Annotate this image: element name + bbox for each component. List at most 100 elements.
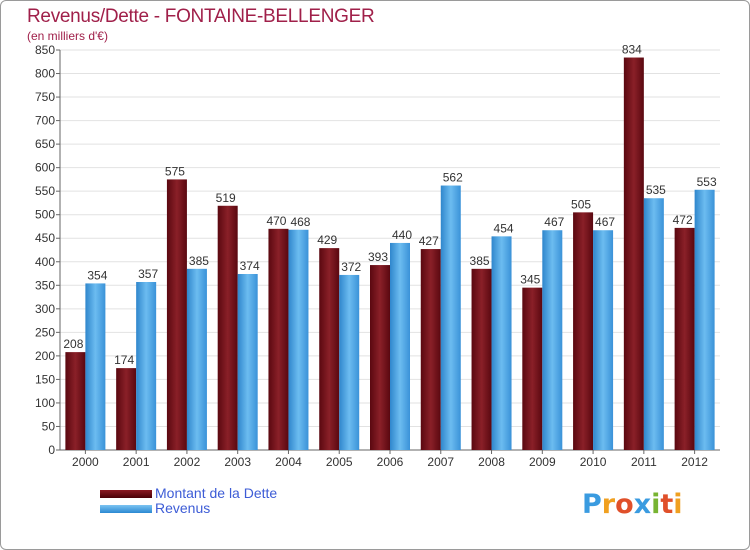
data-label: 468 [290, 215, 310, 229]
legend-item-dette: Montant de la Dette [100, 485, 400, 502]
data-label: 393 [368, 250, 388, 264]
bar-revenus [643, 198, 664, 450]
logo-letter: i [651, 489, 661, 520]
logo-letter: r [601, 489, 616, 520]
x-tick-label: 2000 [72, 455, 99, 469]
x-tick-label: 2011 [631, 455, 657, 469]
y-tick-label: 800 [35, 67, 55, 81]
bar-dette [370, 265, 390, 450]
logo-letter: t [660, 489, 674, 520]
bar-revenus [288, 229, 309, 450]
logo-letter: o [615, 489, 634, 520]
y-tick-label: 350 [35, 278, 55, 292]
chart-subtitle: (en milliers d'€) [27, 29, 108, 43]
y-tick-label: 300 [35, 302, 55, 316]
x-tick-label: 2001 [123, 455, 150, 469]
bar-revenus [390, 242, 410, 450]
y-tick-label: 700 [35, 114, 55, 128]
data-label: 385 [470, 254, 490, 268]
value-label-layer: 208 354 174 357 575 385 519 374 470 468 429 372 393 4… [63, 43, 717, 368]
logo-letter: x [633, 489, 652, 520]
y-tick-label: 50 [42, 419, 56, 433]
bar-dette [522, 287, 543, 450]
x-tick-label: 2005 [326, 455, 353, 469]
x-tick-label: 2003 [224, 455, 251, 469]
y-tick-label: 450 [35, 231, 55, 245]
y-tick-label: 200 [35, 349, 55, 363]
logo-letter: P [582, 489, 602, 520]
data-label: 467 [595, 215, 615, 229]
bar-dette [268, 228, 289, 450]
data-label: 385 [189, 254, 209, 268]
x-tick-label: 2006 [377, 455, 404, 469]
y-tick-label: 150 [35, 372, 55, 386]
x-tick-label: 2010 [580, 455, 607, 469]
y-tick-label: 500 [35, 208, 55, 222]
bar-revenus [491, 236, 512, 450]
bar-dette [217, 205, 238, 450]
legend-item-revenus: Revenus [100, 500, 400, 517]
x-tick-label: 2008 [478, 455, 505, 469]
data-label: 454 [494, 221, 514, 235]
bar-dette [573, 212, 594, 450]
x-tick-label: 2007 [427, 455, 454, 469]
bar-dette [471, 268, 492, 450]
data-label: 562 [443, 171, 463, 185]
data-label: 472 [673, 213, 693, 227]
data-label: 374 [240, 259, 260, 273]
y-tick-label: 0 [48, 443, 55, 457]
data-label: 553 [697, 175, 717, 189]
y-tick-label: 250 [35, 325, 55, 339]
y-tick-label: 850 [35, 43, 55, 57]
bar-dette [319, 248, 340, 450]
data-label: 519 [216, 191, 236, 205]
data-label: 345 [520, 273, 540, 287]
bar-dette [623, 57, 644, 450]
bar-revenus [593, 230, 614, 450]
bar-dette [674, 227, 695, 450]
x-tick-label: 2012 [681, 455, 708, 469]
data-label: 354 [87, 268, 107, 282]
y-tick-label: 600 [35, 161, 55, 175]
data-label: 535 [646, 183, 666, 197]
bar-revenus [339, 274, 360, 450]
data-label: 470 [266, 214, 286, 228]
y-tick-label: 650 [35, 137, 55, 151]
y-tick-label: 550 [35, 184, 55, 198]
legend-swatch-revenus [100, 505, 152, 513]
bar-dette [116, 368, 137, 450]
bar-layer [65, 57, 715, 451]
bar-revenus [542, 230, 563, 450]
data-label: 208 [63, 337, 83, 351]
data-label: 174 [114, 353, 134, 367]
x-tick-label: 2009 [529, 455, 556, 469]
bar-revenus [186, 268, 207, 450]
bar-revenus [694, 189, 715, 450]
proxiti-logo: Proxiti [582, 489, 683, 520]
chart-title: Revenus/Dette - FONTAINE-BELLENGER [27, 6, 375, 27]
x-tick-label: 2002 [174, 455, 201, 469]
bar-dette [65, 352, 86, 450]
axis-layer: 0 50 100 150 200 250 300 350 400 450 500 550 600 650 7… [35, 43, 720, 469]
bar-revenus [440, 185, 461, 450]
data-label: 505 [571, 197, 591, 211]
bar-dette [166, 179, 187, 451]
bar-revenus [237, 274, 258, 450]
bar-revenus [85, 283, 106, 450]
data-label: 429 [317, 233, 337, 247]
data-label: 575 [165, 164, 185, 178]
data-label: 427 [419, 234, 439, 248]
data-label: 440 [392, 228, 412, 242]
data-label: 372 [341, 260, 361, 274]
y-tick-label: 400 [35, 255, 55, 269]
data-label: 357 [138, 267, 158, 281]
data-label: 834 [622, 43, 642, 57]
legend-label-revenus: Revenus [155, 500, 211, 516]
legend: Montant de la Dette Revenus [100, 485, 400, 517]
legend-label-dette: Montant de la Dette [155, 485, 278, 501]
legend-swatch-dette [100, 490, 152, 498]
logo-letter: i [673, 489, 683, 520]
bar-revenus [136, 282, 157, 450]
x-tick-label: 2004 [275, 455, 302, 469]
